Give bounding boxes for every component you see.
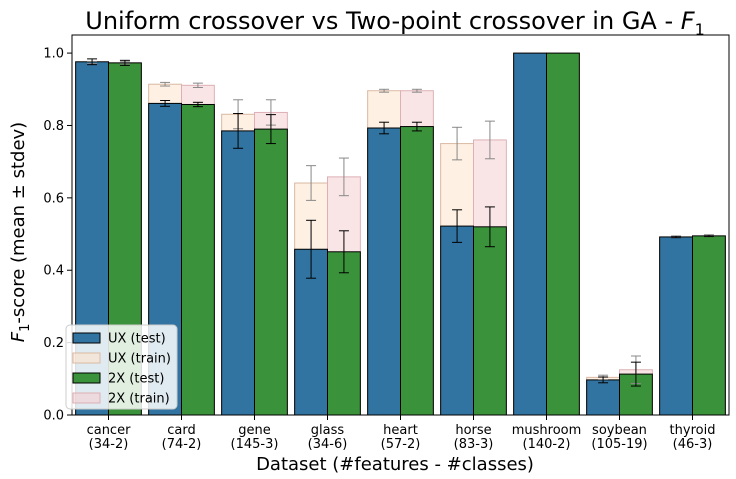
legend-swatch-ux-test bbox=[72, 332, 101, 344]
errorbar-ux-train-heart bbox=[379, 88, 390, 93]
errorbar-2x-test-horse bbox=[484, 206, 495, 248]
errorbar-2x-test-thyroid bbox=[703, 234, 714, 238]
x-tick-sublabel-gene: (145-3) bbox=[231, 437, 279, 452]
x-tick-label-cancer: cancer bbox=[87, 423, 131, 438]
x-tick-label-gene: gene bbox=[238, 423, 271, 438]
errorbar-ux-train-glass bbox=[306, 165, 317, 201]
errorbar-2x-train-card bbox=[192, 82, 203, 88]
errorbar-2x-train-horse bbox=[484, 120, 495, 160]
errorbar-ux-test-glass bbox=[306, 219, 317, 279]
errorbar-2x-test-gene bbox=[265, 114, 276, 145]
bar-ux-test-horse bbox=[440, 225, 474, 416]
y-tick-label: 1.0 bbox=[43, 47, 64, 62]
bar-ux-test-thyroid bbox=[659, 236, 694, 416]
y-tick-label: 0.4 bbox=[43, 264, 64, 279]
legend-box bbox=[65, 324, 178, 410]
legend-swatch-ux-train bbox=[72, 352, 101, 364]
x-tick-label-heart: heart bbox=[383, 423, 418, 438]
x-tick-label-card: card bbox=[167, 423, 195, 438]
errorbar-2x-test-glass bbox=[338, 230, 349, 274]
x-axis-label: Dataset (#features - #classes) bbox=[256, 454, 534, 475]
bar-2x-test-card bbox=[181, 103, 215, 416]
bar-2x-test-glass bbox=[327, 251, 361, 416]
legend-label-ux-test: UX (test) bbox=[108, 332, 166, 347]
bar-ux-test-heart bbox=[367, 127, 401, 416]
axes-layer: 0.0 0.2 0.4 0.6 0.8 1.0 cancer(34-2) card(74-2)… bbox=[43, 34, 730, 452]
x-tick-sublabel-heart: (57-2) bbox=[381, 437, 421, 452]
bar-2x-test-heart bbox=[400, 126, 434, 416]
x-tick-sublabel-cancer: (34-2) bbox=[89, 437, 129, 452]
x-tick-label-glass: glass bbox=[311, 423, 345, 438]
errorbar-ux-test-cancer bbox=[87, 58, 98, 66]
error-bars-layer bbox=[87, 58, 714, 387]
x-tick-label-horse: horse bbox=[455, 423, 491, 438]
errorbar-ux-test-card bbox=[160, 100, 171, 107]
errorbar-ux-test-horse bbox=[452, 209, 463, 243]
bar-2x-test-gene bbox=[254, 128, 288, 416]
errorbar-2x-test-cancer bbox=[119, 59, 130, 66]
x-tick-sublabel-soybean: (105-19) bbox=[591, 437, 647, 452]
errorbar-ux-test-thyroid bbox=[671, 235, 682, 239]
y-axis-label: F1-score (mean ± stdev) bbox=[8, 122, 33, 342]
bar-ux-test-soybean bbox=[586, 379, 621, 416]
errorbar-ux-train-card bbox=[160, 81, 171, 87]
x-tick-sublabel-horse: (83-3) bbox=[454, 437, 494, 452]
legend-label-ux-train: UX (train) bbox=[108, 352, 171, 367]
errorbar-ux-test-soybean bbox=[598, 376, 609, 384]
x-tick-label-mushroom: mushroom bbox=[512, 423, 582, 438]
errorbar-2x-train-glass bbox=[338, 157, 349, 197]
x-tick-label-soybean: soybean bbox=[592, 423, 647, 438]
x-tick-sublabel-mushroom: (140-2) bbox=[523, 437, 571, 452]
y-tick-label: 0.8 bbox=[43, 119, 64, 134]
errorbar-2x-train-heart bbox=[411, 88, 422, 93]
x-tick-sublabel-glass: (34-6) bbox=[308, 437, 348, 452]
legend-swatch-2x-test bbox=[72, 372, 101, 384]
y-tick-label: 0.0 bbox=[43, 409, 64, 424]
bar-2x-test-horse bbox=[473, 226, 507, 416]
bar-2x-test-thyroid bbox=[692, 235, 726, 416]
errorbar-2x-test-heart bbox=[411, 121, 422, 132]
legend-label-2x-test: 2X (test) bbox=[108, 372, 164, 387]
y-tick-label: 0.6 bbox=[43, 191, 64, 206]
errorbar-2x-test-soybean bbox=[630, 361, 641, 387]
bar-2x-test-mushroom bbox=[546, 52, 580, 416]
bar-ux-test-mushroom bbox=[513, 52, 548, 416]
errorbar-ux-test-gene bbox=[233, 113, 244, 149]
legend-swatch-2x-train bbox=[72, 392, 101, 404]
chart-title: Uniform crossover vs Two-point crossover… bbox=[85, 7, 705, 39]
x-tick-label-thyroid: thyroid bbox=[670, 423, 716, 438]
y-tick-label: 0.2 bbox=[43, 336, 64, 351]
x-tick-sublabel-thyroid: (46-3) bbox=[673, 437, 713, 452]
bar-ux-test-gene bbox=[221, 130, 255, 416]
legend-label-2x-train: 2X (train) bbox=[108, 392, 170, 407]
errorbar-ux-train-horse bbox=[452, 126, 463, 161]
legend: UX (test) UX (train) 2X (test) 2X (train) bbox=[65, 324, 178, 410]
x-tick-sublabel-card: (74-2) bbox=[162, 437, 202, 452]
errorbar-2x-test-card bbox=[192, 101, 203, 108]
errorbar-ux-test-heart bbox=[379, 121, 390, 135]
